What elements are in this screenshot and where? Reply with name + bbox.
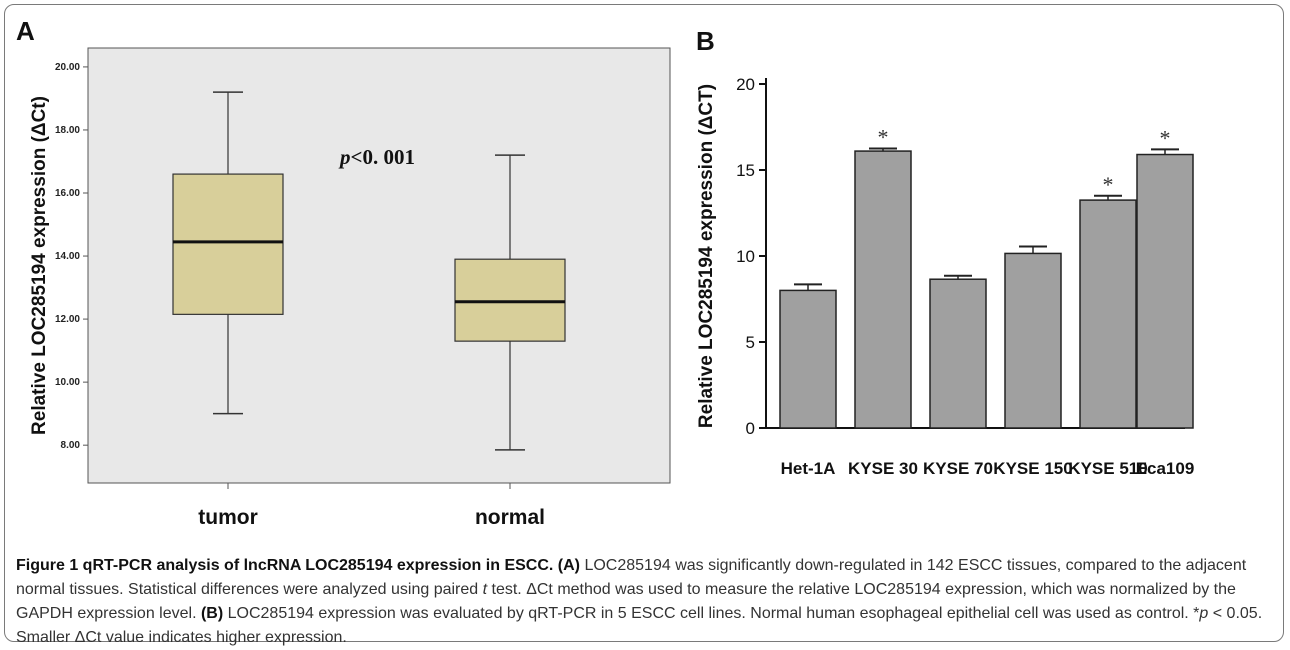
panel-a-y-tick-label: 18.00 <box>55 125 80 136</box>
caption-title: Figure 1 qRT-PCR analysis of lncRNA LOC2… <box>16 557 554 574</box>
caption-a-text2: test. ΔCt method was used to measure the… <box>16 581 1236 622</box>
panel-b-y-axis-label: Relative LOC285194 expression (ΔCT) <box>696 84 717 428</box>
panel-b-y-tick-label: 10 <box>736 247 755 266</box>
panel-b-bar-KYSE-510: * <box>1079 172 1137 429</box>
panel-b-bar-KYSE-150 <box>1004 245 1062 429</box>
panel-b-x-label: Eca109 <box>1136 459 1195 478</box>
panel-a-iqr-box <box>454 258 566 342</box>
panel-a-box-tumor <box>172 91 284 415</box>
panel-a-iqr-box <box>172 173 284 315</box>
panel-b-significance-star: * <box>1160 125 1171 150</box>
panel-b-bar <box>1079 199 1137 429</box>
panel-a-y-axis-label: Relative LOC285194 expression (ΔCt) <box>29 96 50 435</box>
panel-a-x-label-tumor: tumor <box>198 506 258 529</box>
panel-b-x-label: KYSE 510 <box>1068 459 1147 478</box>
figure-canvas: A Relative LOC285194 expression (ΔCt) 8.… <box>16 16 1194 529</box>
panel-b-bar <box>854 150 912 429</box>
panel-a-p-value-annotation: p<0. 001 <box>338 145 415 169</box>
panel-b: B Relative LOC285194 expression (ΔCT) 0 5… <box>696 26 1194 478</box>
panel-a-y-tick-label: 12.00 <box>55 314 80 325</box>
panel-b-x-label: KYSE 150 <box>993 459 1072 478</box>
panel-b-bar-Eca109: * <box>1136 125 1194 429</box>
panel-a-y-tick-label: 8.00 <box>61 440 81 451</box>
panel-b-significance-star: * <box>878 125 889 150</box>
panel-b-significance-star: * <box>1103 172 1114 197</box>
panel-a-letter: A <box>16 16 35 46</box>
panel-b-bar <box>929 278 987 429</box>
caption-b-tag: (B) <box>200 605 224 622</box>
caption-a-tag: (A) <box>557 557 581 574</box>
panel-b-x-label: KYSE 70 <box>923 459 993 478</box>
panel-b-bar <box>1136 153 1194 429</box>
panel-b-bar-Het-1A <box>779 283 837 429</box>
figure-caption: Figure 1 qRT-PCR analysis of lncRNA LOC2… <box>16 554 1276 650</box>
panel-a-y-tick-label: 14.00 <box>55 251 80 262</box>
caption-a-text: LOC285194 was significantly down-regulat… <box>16 557 1247 598</box>
panel-b-bar-KYSE-30: * <box>854 125 912 429</box>
panel-b-bar <box>779 289 837 429</box>
panel-b-y-tick-label: 5 <box>746 333 755 352</box>
panel-b-y-tick-label: 0 <box>746 419 755 438</box>
caption-b-text2: < 0.05. Smaller ΔCt value indicates high… <box>16 605 1263 646</box>
panel-a-y-tick-label: 20.00 <box>55 62 80 73</box>
panel-a-box-normal <box>454 154 566 451</box>
panel-a: A Relative LOC285194 expression (ΔCt) 8.… <box>16 16 671 529</box>
panel-b-bar <box>1004 252 1062 429</box>
panel-b-letter: B <box>696 26 715 56</box>
caption-b-p: p <box>1199 605 1209 622</box>
caption-a-t: t <box>482 581 488 598</box>
panel-b-x-label: KYSE 30 <box>848 459 918 478</box>
caption-b-text: LOC285194 expression was evaluated by qR… <box>223 605 1200 622</box>
figure-frame <box>4 4 1284 642</box>
panel-b-x-label: Het-1A <box>781 459 836 478</box>
panel-b-y-tick-label: 20 <box>736 75 755 94</box>
panel-a-y-tick-label: 16.00 <box>55 188 80 199</box>
panel-a-x-label-normal: normal <box>475 506 545 529</box>
panel-a-y-tick-label: 10.00 <box>55 377 80 388</box>
panel-b-y-tick-label: 15 <box>736 161 755 180</box>
panel-b-bar-KYSE-70 <box>929 274 987 429</box>
